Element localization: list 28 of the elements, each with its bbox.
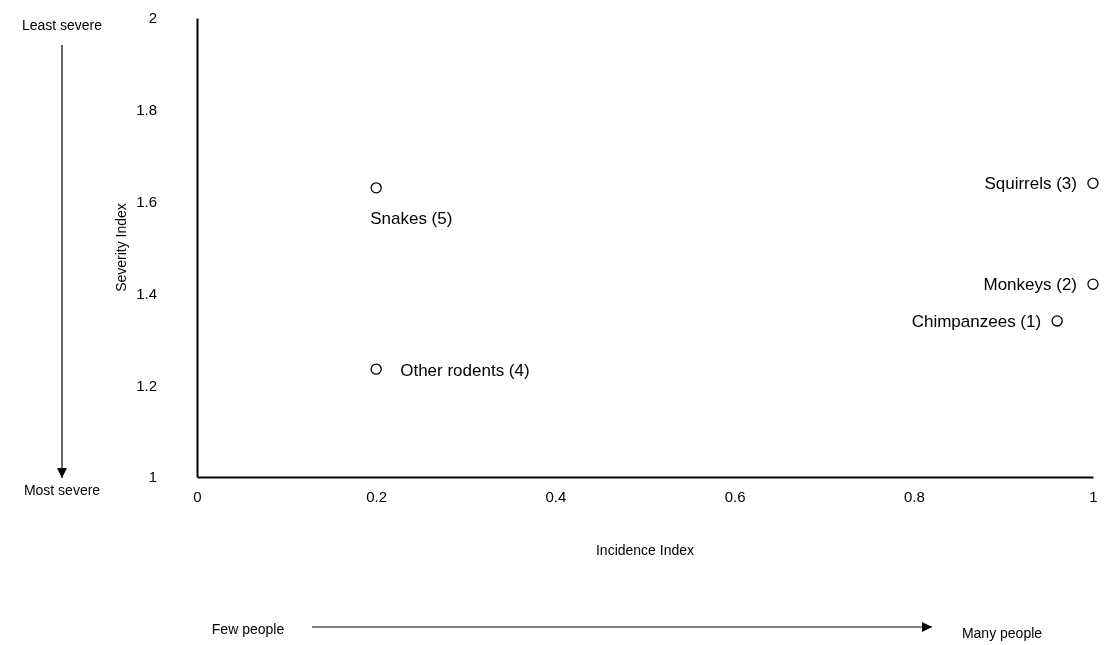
point: [370, 363, 382, 375]
y-tick-label: 1.8: [136, 101, 157, 119]
x-tick-label: 0.4: [545, 487, 567, 505]
text: Few people: [211, 621, 285, 637]
annotation: Squirrels (3): [984, 174, 1077, 194]
point: [1087, 177, 1099, 189]
point: [1087, 278, 1099, 290]
x-tick-label: 0: [193, 487, 202, 505]
annotation: Monkeys (2): [983, 275, 1077, 295]
x-tick-label: 1: [1089, 487, 1098, 505]
x-axis-title: Incidence Index: [595, 542, 695, 558]
y-tick-label: 1.4: [136, 284, 157, 302]
y-tick-label: 1: [148, 468, 157, 486]
y-axis-title: Severity Index: [113, 203, 129, 292]
x-tick-label: 0.2: [366, 487, 388, 505]
y-tick-label: 1.2: [136, 376, 157, 394]
x-tick-label: 0.8: [903, 487, 925, 505]
y-tick-label: 2: [148, 9, 157, 27]
text: Most severe: [23, 482, 101, 498]
point: [1051, 315, 1063, 327]
text: Least severe: [21, 17, 103, 33]
annotation: Chimpanzees (1): [911, 311, 1042, 331]
annotation: Snakes (5): [370, 208, 453, 228]
annotation: Other rodents (4): [400, 361, 530, 381]
y-tick-label: 1.6: [136, 192, 157, 210]
x-tick-label: 0.6: [724, 487, 746, 505]
text: Many people: [961, 625, 1043, 641]
point: [370, 182, 382, 194]
